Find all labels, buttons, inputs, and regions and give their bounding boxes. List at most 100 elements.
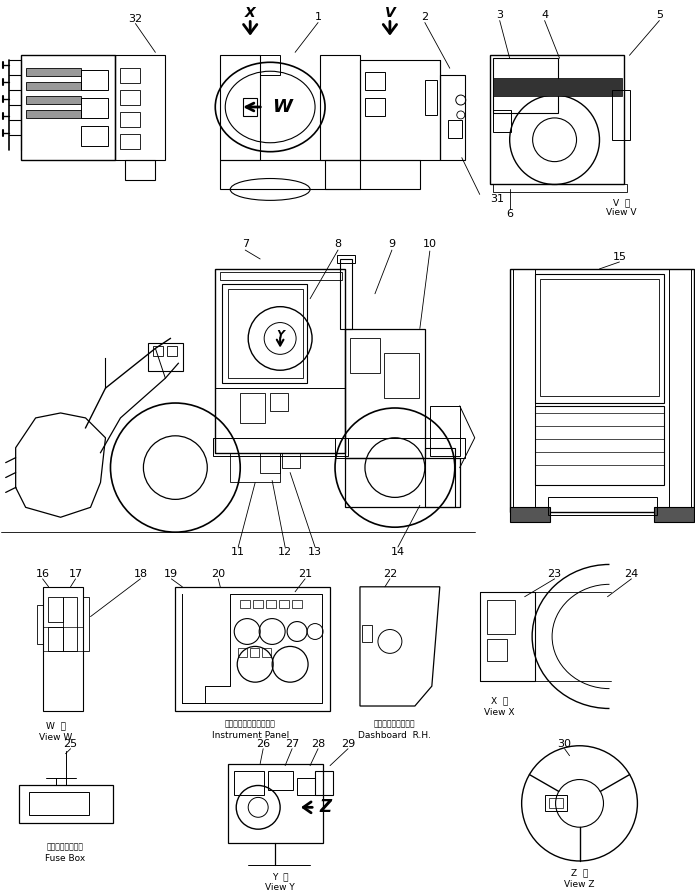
- Bar: [148, 344, 183, 371]
- Bar: [544, 796, 567, 812]
- Bar: [37, 605, 42, 645]
- Bar: [487, 639, 507, 662]
- Bar: [315, 771, 333, 796]
- Text: 26: 26: [256, 739, 270, 748]
- Bar: [120, 112, 141, 127]
- Text: 24: 24: [624, 569, 638, 579]
- Bar: [270, 393, 288, 411]
- Text: 11: 11: [231, 547, 245, 557]
- Text: Y: Y: [276, 330, 284, 340]
- Bar: [21, 55, 116, 160]
- Text: 31: 31: [490, 195, 504, 204]
- Bar: [340, 259, 352, 329]
- Text: 4: 4: [541, 10, 548, 20]
- Bar: [262, 648, 271, 657]
- Bar: [282, 453, 300, 468]
- Bar: [535, 274, 665, 403]
- Bar: [654, 507, 695, 522]
- Text: 8: 8: [335, 239, 342, 249]
- Bar: [297, 778, 315, 796]
- Bar: [345, 329, 425, 457]
- Text: ヒューズボックス: ヒューズボックス: [47, 843, 84, 852]
- Bar: [167, 346, 177, 356]
- Bar: [670, 269, 691, 513]
- Bar: [153, 346, 164, 356]
- Bar: [220, 160, 360, 189]
- Bar: [253, 600, 263, 607]
- Text: Fuse Box: Fuse Box: [45, 855, 86, 864]
- Bar: [335, 438, 465, 457]
- Text: 19: 19: [164, 569, 178, 579]
- Text: Y  視: Y 視: [272, 872, 288, 881]
- Text: Z  視: Z 視: [571, 868, 588, 878]
- Text: 30: 30: [557, 739, 571, 748]
- Bar: [175, 587, 330, 711]
- Text: View Y: View Y: [265, 883, 295, 892]
- Text: 18: 18: [134, 569, 148, 579]
- Text: W: W: [272, 98, 292, 116]
- Bar: [228, 764, 323, 843]
- Bar: [250, 648, 259, 657]
- Bar: [480, 592, 535, 681]
- Bar: [116, 55, 166, 160]
- Bar: [81, 126, 109, 146]
- Bar: [266, 600, 276, 607]
- Bar: [345, 457, 460, 507]
- Bar: [26, 68, 81, 76]
- Bar: [230, 453, 280, 482]
- Text: 27: 27: [285, 739, 299, 748]
- Bar: [83, 597, 88, 651]
- Bar: [535, 406, 665, 486]
- Text: 25: 25: [63, 739, 78, 748]
- Bar: [120, 68, 141, 83]
- Bar: [220, 55, 260, 160]
- Bar: [292, 600, 302, 607]
- Text: X  視: X 視: [491, 697, 508, 705]
- Bar: [337, 255, 355, 263]
- Bar: [513, 269, 535, 513]
- Text: Instrument Panel: Instrument Panel: [212, 731, 289, 740]
- Bar: [47, 597, 63, 622]
- Bar: [320, 55, 360, 160]
- Text: View V: View V: [606, 208, 637, 217]
- Text: W  視: W 視: [45, 722, 65, 730]
- Text: X: X: [245, 5, 255, 20]
- Text: V  視: V 視: [613, 198, 630, 207]
- Bar: [238, 648, 247, 657]
- Text: 6: 6: [506, 209, 513, 220]
- Bar: [243, 98, 258, 116]
- Bar: [240, 600, 250, 607]
- Text: Dashboard  R.H.: Dashboard R.H.: [358, 731, 432, 740]
- Bar: [81, 71, 109, 90]
- Bar: [19, 786, 113, 823]
- Bar: [365, 98, 385, 116]
- Text: 3: 3: [496, 10, 503, 20]
- Text: 7: 7: [242, 239, 248, 249]
- Text: 32: 32: [128, 13, 143, 23]
- Bar: [362, 624, 372, 642]
- Bar: [213, 438, 348, 455]
- Bar: [279, 600, 289, 607]
- Text: 28: 28: [311, 739, 325, 748]
- Bar: [235, 771, 264, 796]
- Bar: [425, 80, 437, 115]
- Text: 22: 22: [383, 569, 397, 579]
- Bar: [350, 338, 380, 373]
- Bar: [360, 61, 440, 160]
- Text: 16: 16: [35, 569, 49, 579]
- Bar: [29, 792, 88, 815]
- Bar: [490, 55, 624, 185]
- Text: 20: 20: [211, 569, 226, 579]
- Bar: [220, 271, 342, 280]
- Text: Z: Z: [319, 798, 331, 816]
- Bar: [539, 279, 659, 396]
- Text: View Z: View Z: [564, 880, 595, 889]
- Bar: [26, 82, 81, 90]
- Text: 15: 15: [612, 252, 626, 262]
- Bar: [42, 587, 83, 711]
- Bar: [47, 627, 63, 651]
- Bar: [63, 597, 77, 651]
- Bar: [493, 58, 557, 113]
- Bar: [125, 160, 155, 179]
- Bar: [493, 110, 511, 132]
